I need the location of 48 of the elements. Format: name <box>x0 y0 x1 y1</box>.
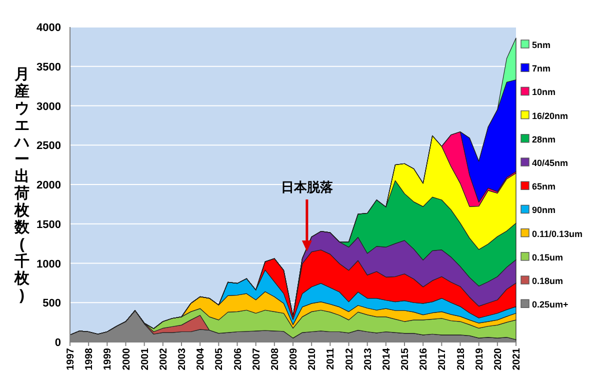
x-tick-label: 2021 <box>512 348 522 370</box>
x-tick-label: 2001 <box>140 348 151 370</box>
x-tick-label: 2000 <box>121 348 132 370</box>
y-tick-label: 3500 <box>36 61 61 74</box>
x-tick-label: 2002 <box>158 348 170 370</box>
x-tick-label: 2014 <box>381 348 392 370</box>
y-tick-label: 0 <box>54 337 61 349</box>
legend-label: 16/20nm <box>532 110 568 121</box>
x-tick-label: 2017 <box>437 348 448 370</box>
x-tick-label: 2009 <box>288 348 300 370</box>
x-tick-label: 2007 <box>251 348 262 370</box>
text: 月産ウエハー出荷枚数(千枚) <box>14 66 30 304</box>
x-tick-label: 2010 <box>307 348 318 370</box>
x-tick-label: 2003 <box>177 348 188 370</box>
x-tick-label: 2019 <box>474 348 486 370</box>
y-tick-label: 2500 <box>36 140 61 152</box>
legend-label: 0.11/0.13um <box>532 228 583 239</box>
y-tick-label: 1000 <box>36 258 61 270</box>
legend-label: 40/45nm <box>532 158 568 168</box>
x-tick-label: 1997 <box>66 348 76 370</box>
legend-label: 0.18um <box>532 276 564 286</box>
x-tick-label: 2020 <box>492 348 504 370</box>
x-tick-label: 2006 <box>232 348 244 370</box>
legend-label: 65nm <box>532 182 556 192</box>
legend-label: 7nm <box>532 64 551 74</box>
legend-label: 0.25um+ <box>532 300 568 310</box>
y-tick-label: 3000 <box>36 100 61 113</box>
y-tick-label: 2000 <box>36 180 61 192</box>
x-tick-label: 1999 <box>102 348 114 370</box>
legend-label: 90nm <box>532 205 556 216</box>
annotation: 日本脱落 <box>280 179 334 194</box>
y-tick-label: 500 <box>42 298 61 310</box>
x-tick-label: 2004 <box>196 348 207 370</box>
x-tick-label: 2016 <box>418 348 430 370</box>
x-tick-label: 2012 <box>344 348 356 370</box>
x-tick-label: 2013 <box>362 348 374 370</box>
x-tick-label: 2015 <box>400 348 411 370</box>
x-tick-label: 2008 <box>270 348 281 370</box>
legend-label: 10nm <box>532 87 556 98</box>
x-tick-label: 2018 <box>456 348 467 370</box>
legend-label: 0.15um <box>532 252 564 262</box>
x-tick-label: 1998 <box>84 348 96 370</box>
y-tick-label: 4000 <box>36 22 61 34</box>
x-tick-label: 2005 <box>214 348 226 370</box>
legend-label: 28nm <box>532 134 556 144</box>
legend-label: 5nm <box>532 40 551 50</box>
y-tick-label: 1500 <box>36 218 61 231</box>
x-tick-label: 2011 <box>326 348 337 370</box>
